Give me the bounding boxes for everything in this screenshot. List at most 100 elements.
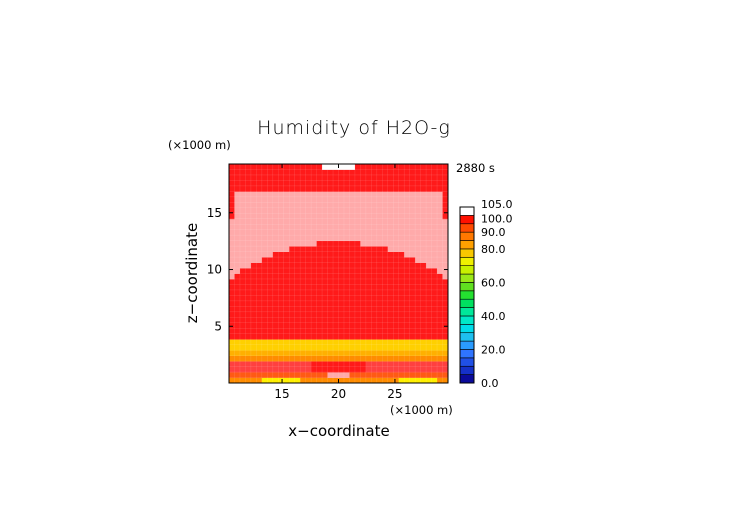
field-cell bbox=[300, 240, 307, 247]
field-cell bbox=[294, 235, 301, 242]
field-cell bbox=[420, 372, 427, 378]
field-cell bbox=[234, 224, 241, 231]
field-cell bbox=[393, 213, 400, 220]
field-cell bbox=[327, 328, 334, 335]
field-cell bbox=[283, 191, 290, 198]
colorbar bbox=[459, 206, 475, 384]
field-cell bbox=[256, 361, 263, 367]
field-cell bbox=[283, 196, 290, 203]
field-cell bbox=[333, 246, 339, 252]
field-cell bbox=[360, 202, 367, 209]
field-cell bbox=[289, 322, 296, 329]
field-cell bbox=[360, 262, 367, 269]
field-cell bbox=[229, 300, 235, 307]
colorbar-frame bbox=[459, 206, 475, 384]
field-cell bbox=[338, 311, 345, 318]
field-cell bbox=[365, 180, 372, 187]
field-cell bbox=[376, 366, 383, 373]
field-cell bbox=[245, 180, 252, 187]
field-cell bbox=[294, 246, 301, 252]
field-cell bbox=[382, 202, 389, 209]
field-cell bbox=[371, 350, 378, 357]
field-cell bbox=[360, 174, 367, 181]
field-cell bbox=[420, 300, 427, 307]
field-cell bbox=[305, 207, 312, 214]
field-cell bbox=[349, 350, 356, 357]
field-cell bbox=[289, 339, 296, 346]
field-cell bbox=[278, 224, 285, 231]
field-cell bbox=[300, 361, 307, 367]
field-cell bbox=[349, 196, 356, 203]
field-cell bbox=[371, 174, 378, 181]
field-cell bbox=[354, 257, 361, 263]
field-cell bbox=[387, 202, 394, 209]
field-cell bbox=[256, 262, 263, 269]
field-cell bbox=[365, 218, 372, 225]
field-cell bbox=[311, 361, 317, 367]
field-cell bbox=[256, 300, 263, 307]
field-cell bbox=[426, 262, 432, 269]
field-cell bbox=[239, 268, 246, 274]
field-cell bbox=[338, 164, 345, 170]
field-cell bbox=[360, 295, 367, 302]
field-cell bbox=[316, 169, 323, 176]
field-cell bbox=[256, 180, 263, 187]
field-cell bbox=[343, 339, 350, 346]
field-cell bbox=[333, 300, 339, 307]
field-cell bbox=[431, 185, 438, 192]
field-cell bbox=[343, 229, 350, 236]
field-cell bbox=[354, 284, 361, 291]
field-cell bbox=[272, 278, 279, 285]
field-cell bbox=[393, 317, 400, 324]
colorbar-tick-label: 20.0 bbox=[481, 343, 506, 356]
field-cell bbox=[349, 191, 356, 198]
field-cell bbox=[409, 300, 416, 307]
field-cell bbox=[365, 213, 372, 220]
field-cell bbox=[239, 169, 246, 176]
field-cell bbox=[371, 213, 378, 220]
field-cell bbox=[354, 300, 361, 307]
field-cell bbox=[256, 278, 263, 285]
field-cell bbox=[327, 355, 334, 362]
field-cell bbox=[409, 322, 416, 329]
field-cell bbox=[229, 339, 235, 346]
field-cell bbox=[431, 229, 438, 236]
field-cell bbox=[376, 218, 383, 225]
field-cell bbox=[300, 317, 307, 324]
colorbar-swatch bbox=[459, 265, 475, 275]
field-cell bbox=[376, 196, 383, 203]
field-cell bbox=[349, 202, 356, 209]
field-cell bbox=[311, 191, 317, 198]
field-cell bbox=[333, 333, 339, 340]
field-cell bbox=[322, 344, 328, 351]
colorbar-swatch bbox=[459, 340, 475, 350]
field-cell bbox=[278, 213, 285, 220]
field-cell bbox=[234, 306, 241, 313]
field-cell bbox=[316, 289, 323, 296]
field-cell bbox=[354, 377, 361, 384]
field-cell bbox=[343, 257, 350, 263]
field-cell bbox=[387, 196, 394, 203]
field-cell bbox=[431, 333, 438, 340]
field-cell bbox=[256, 344, 263, 351]
field-cell bbox=[283, 295, 290, 302]
field-cell bbox=[415, 229, 422, 236]
field-cell bbox=[289, 268, 296, 274]
field-cell bbox=[272, 295, 279, 302]
field-cell bbox=[354, 328, 361, 335]
field-cell bbox=[387, 257, 394, 263]
field-cell bbox=[250, 185, 257, 192]
field-cell bbox=[294, 377, 301, 384]
field-cell bbox=[431, 273, 438, 280]
field-cell bbox=[305, 355, 312, 362]
field-cell bbox=[442, 317, 449, 324]
field-cell bbox=[327, 202, 334, 209]
field-cell bbox=[442, 229, 449, 236]
field-cell bbox=[343, 185, 350, 192]
field-cell bbox=[437, 295, 443, 302]
field-cell bbox=[360, 240, 367, 247]
field-cell bbox=[338, 339, 345, 346]
field-cell bbox=[365, 224, 372, 231]
field-cell bbox=[393, 235, 400, 242]
field-cell bbox=[234, 240, 241, 247]
